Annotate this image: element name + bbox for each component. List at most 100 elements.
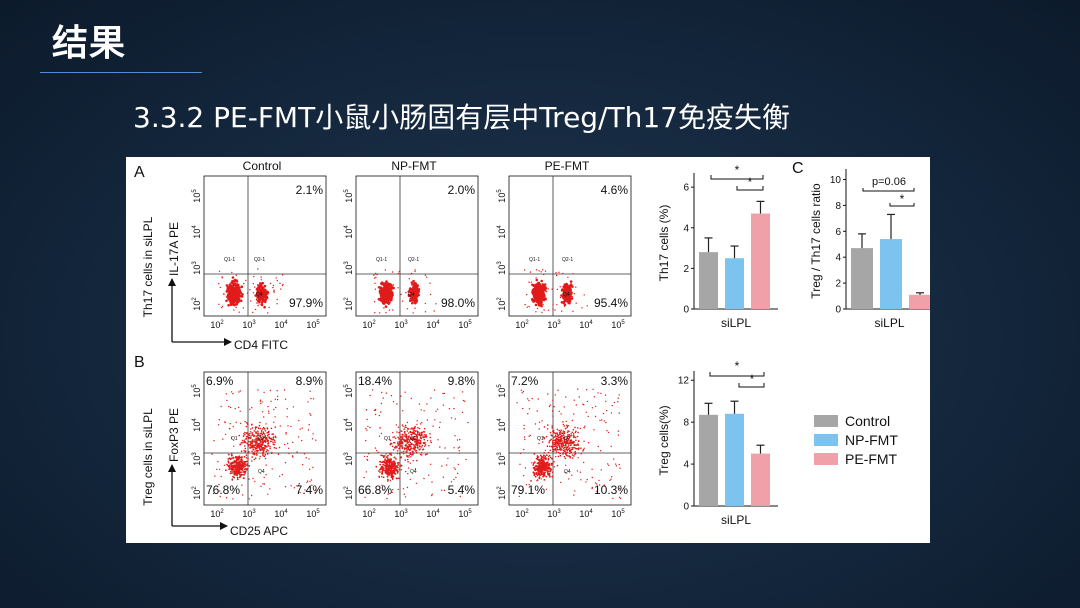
event-dot	[408, 287, 412, 290]
event-dot	[231, 472, 233, 474]
event-dot	[258, 285, 262, 289]
event-dot	[369, 426, 371, 429]
event-dot	[264, 441, 267, 444]
event-dot	[309, 390, 311, 392]
event-dot	[551, 448, 554, 451]
event-dot	[395, 424, 397, 426]
event-dot	[611, 404, 613, 407]
event-dot	[308, 424, 310, 426]
event-dot	[549, 404, 551, 406]
event-dot	[239, 463, 242, 466]
significance-star: *	[900, 192, 905, 206]
event-dot	[234, 293, 237, 296]
event-dot	[552, 415, 554, 417]
event-dot	[570, 297, 574, 300]
event-dot	[245, 468, 248, 471]
event-dot	[421, 446, 423, 448]
event-dot	[574, 453, 576, 456]
event-dot	[408, 278, 410, 280]
event-dot	[571, 454, 574, 456]
event-dot	[364, 496, 366, 499]
event-dot	[385, 459, 388, 462]
event-dot	[618, 496, 621, 498]
event-dot	[428, 474, 430, 476]
event-dot	[236, 476, 239, 479]
event-dot	[226, 399, 228, 402]
event-dot	[553, 437, 555, 439]
event-dot	[591, 468, 593, 470]
event-dot	[528, 435, 530, 437]
event-dot	[399, 443, 401, 445]
event-dot	[453, 478, 455, 481]
event-dot	[367, 425, 369, 428]
event-dot	[379, 427, 381, 429]
flow-tick-label: 104	[497, 225, 507, 239]
event-dot	[224, 421, 226, 423]
event-dot	[250, 444, 252, 447]
event-dot	[442, 476, 445, 478]
event-dot	[560, 429, 562, 432]
event-dot	[532, 293, 534, 296]
event-dot	[243, 455, 246, 458]
event-dot	[415, 299, 419, 302]
event-dot	[268, 412, 270, 414]
event-dot	[422, 436, 425, 439]
event-dot	[537, 461, 540, 464]
event-dot	[617, 430, 620, 432]
event-dot	[250, 494, 253, 497]
event-dot	[400, 435, 403, 438]
event-dot	[396, 403, 398, 405]
event-dot	[416, 459, 418, 462]
event-dot	[272, 286, 274, 289]
event-dot	[264, 434, 266, 437]
event-dot	[226, 464, 229, 466]
event-dot	[233, 469, 235, 471]
event-dot	[244, 445, 246, 447]
event-dot	[402, 425, 404, 427]
event-dot	[252, 477, 254, 480]
event-dot	[390, 471, 393, 474]
event-dot	[386, 497, 388, 500]
event-dot	[423, 438, 426, 441]
flow-tick-label: 105	[192, 384, 202, 398]
event-dot	[214, 475, 216, 477]
event-dot	[538, 469, 540, 472]
event-dot	[235, 421, 237, 423]
event-dot	[543, 479, 546, 481]
event-dot	[234, 473, 237, 476]
event-dot	[394, 456, 396, 458]
bar-pe-fmt	[751, 453, 770, 506]
event-dot	[422, 442, 425, 444]
event-dot	[552, 399, 554, 401]
event-dot	[303, 453, 306, 455]
event-dot	[391, 478, 394, 480]
event-dot	[263, 455, 266, 458]
event-dot	[568, 455, 571, 457]
event-dot	[567, 276, 569, 279]
event-dot	[568, 292, 570, 295]
event-dot	[579, 427, 582, 430]
plot-frame	[508, 175, 632, 317]
event-dot	[594, 415, 597, 418]
event-dot	[281, 473, 283, 476]
event-dot	[559, 447, 562, 449]
event-dot	[560, 443, 563, 445]
flow-tick-label: 102	[192, 297, 202, 311]
event-dot	[232, 300, 236, 304]
event-dot	[385, 392, 388, 394]
event-dot	[398, 441, 401, 443]
event-dot	[406, 450, 408, 453]
event-dot	[562, 437, 565, 440]
event-dot	[252, 283, 254, 285]
event-dot	[256, 439, 258, 441]
event-dot	[394, 445, 397, 448]
event-dot	[619, 487, 621, 490]
event-dot	[536, 291, 538, 293]
event-dot	[235, 306, 237, 309]
event-dot	[261, 442, 263, 445]
event-dot	[230, 463, 233, 465]
event-dot	[538, 459, 540, 461]
gate-label: Q1	[231, 436, 238, 442]
gate-label: Q4	[258, 469, 265, 475]
event-dot	[236, 467, 239, 470]
